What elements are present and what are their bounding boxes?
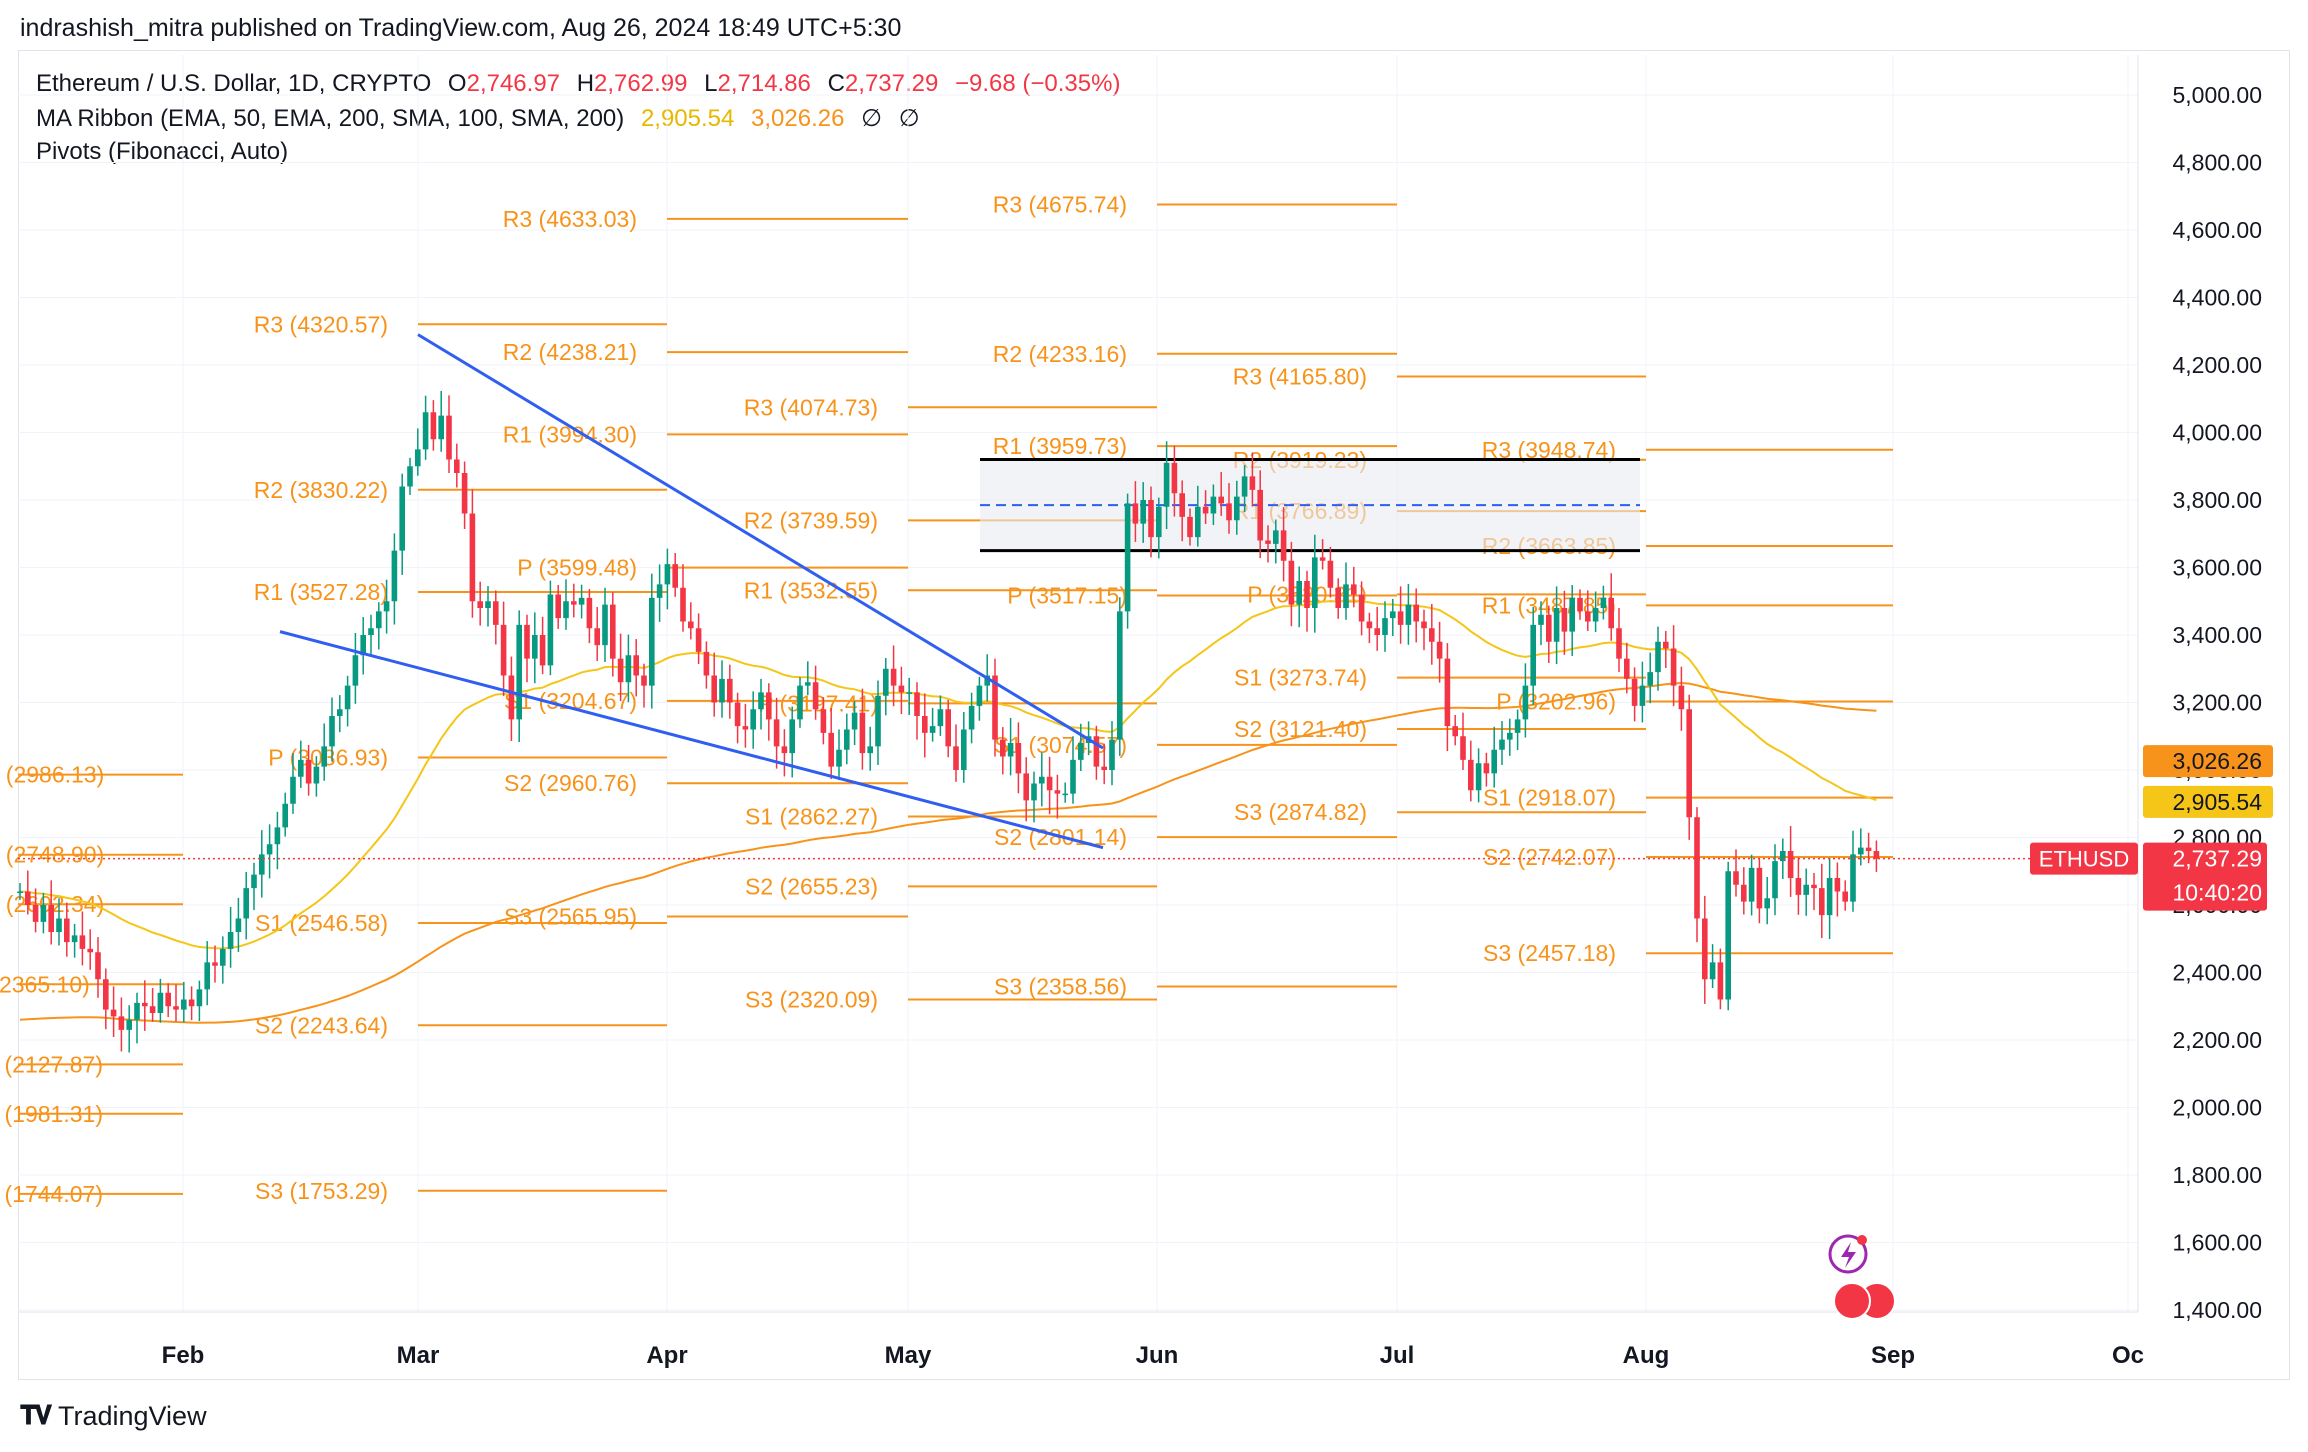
- legend-open: O2,746.97: [448, 70, 560, 97]
- ma-value-3: ∅: [861, 105, 883, 132]
- legend-close: C2,737.29: [828, 70, 939, 97]
- ma-value-1: 2,905.54: [640, 105, 735, 132]
- o-value: 2,746.97: [466, 70, 561, 97]
- l-value: 2,714.86: [717, 70, 811, 97]
- ma-value-4: ∅: [898, 105, 920, 132]
- brand-name: TradingView: [57, 1400, 207, 1431]
- legend-row-pivots[interactable]: Pivots (Fibonacci, Auto): [36, 138, 298, 166]
- c-label: C: [827, 70, 845, 97]
- c-value: 2,737.29: [844, 70, 939, 97]
- tradingview-logo-icon: 𝐓𝐕: [20, 1400, 52, 1430]
- l-label: L: [704, 70, 718, 97]
- h-value: 2,762.99: [594, 70, 688, 97]
- legend-high: H2,762.99: [577, 70, 688, 97]
- legend-symbol: Ethereum / U.S. Dollar, 1D, CRYPTO: [36, 70, 432, 97]
- legend-change: −9.68 (−0.35%): [955, 70, 1121, 97]
- pivots-title: Pivots (Fibonacci, Auto): [36, 138, 289, 165]
- tradingview-brand[interactable]: 𝐓𝐕 TradingView: [20, 1400, 207, 1432]
- chart-frame: [18, 50, 2290, 1380]
- ma-value-2: 3,026.26: [751, 105, 845, 132]
- ma-title: MA Ribbon (EMA, 50, EMA, 200, SMA, 100, …: [36, 105, 625, 132]
- legend-low: L2,714.86: [704, 70, 811, 97]
- legend-row-symbol: Ethereum / U.S. Dollar, 1D, CRYPTO O2,74…: [36, 70, 1130, 98]
- legend-row-ma[interactable]: MA Ribbon (EMA, 50, EMA, 200, SMA, 100, …: [36, 104, 930, 133]
- h-label: H: [576, 70, 595, 97]
- published-caption: indrashish_mitra published on TradingVie…: [20, 14, 902, 42]
- o-label: O: [447, 70, 467, 97]
